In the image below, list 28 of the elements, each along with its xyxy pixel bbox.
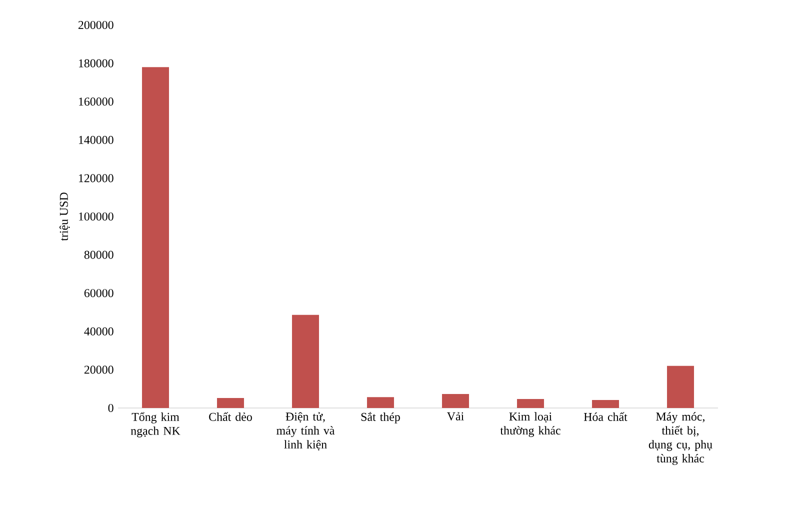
y-tick-label: 80000: [84, 250, 114, 259]
bar: [442, 394, 470, 408]
y-tick-label: 60000: [84, 289, 114, 298]
bar: [367, 397, 394, 408]
x-tick-label: Tổng kim ngạch NK: [130, 412, 180, 438]
y-tick-label: 100000: [79, 212, 114, 221]
y-tick-label: 140000: [79, 136, 114, 144]
x-tick-label: Điện tử, máy tính và linh kiện: [276, 412, 335, 450]
bar: [142, 67, 169, 408]
x-tick-label: Hóa chất: [584, 412, 628, 421]
y-tick-label: 180000: [79, 59, 114, 68]
bar: [517, 399, 544, 408]
y-axis-title: triệu USD: [59, 192, 70, 241]
x-tick-label: Sắt thép: [361, 412, 400, 424]
x-tick-label: Vải: [447, 412, 464, 420]
x-tick-label: Kim loại thường khác: [500, 412, 560, 438]
x-tick-label: Máy móc, thiết bị, dụng cụ, phụ tùng khác: [648, 412, 712, 465]
y-tick-label: 120000: [79, 174, 114, 182]
bar: [592, 400, 620, 408]
bar: [292, 314, 320, 408]
y-tick-label: 200000: [78, 20, 114, 30]
y-tick-label: 160000: [79, 98, 114, 106]
y-tick-label: 40000: [84, 327, 114, 336]
bar: [667, 366, 694, 408]
y-tick-label: 20000: [84, 366, 114, 374]
y-tick-label: 0: [108, 404, 114, 412]
bar: [217, 398, 244, 408]
x-tick-label: Chất dẻo: [209, 412, 252, 421]
